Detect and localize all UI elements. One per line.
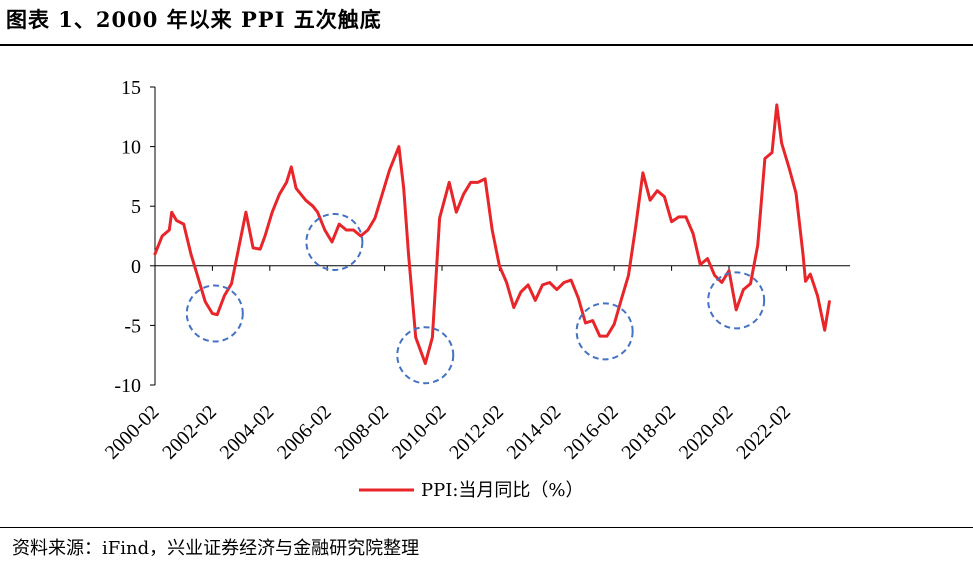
x-tick-label: 2016-02: [560, 401, 623, 464]
x-tick-label: 2010-02: [388, 401, 451, 464]
y-tick-label: -5: [124, 315, 141, 337]
title-underline: [0, 44, 973, 46]
series-line-ppi: [153, 103, 831, 365]
legend-label: PPI:当月同比（%）: [421, 480, 584, 501]
x-tick-label: 2006-02: [273, 401, 336, 464]
x-tick-label: 2018-02: [617, 401, 680, 464]
x-tick-label: 2008-02: [330, 401, 393, 464]
x-tick-label: 2004-02: [216, 401, 279, 464]
footer-rule: [0, 527, 973, 528]
y-tick-label: 10: [121, 137, 141, 159]
axes: [154, 87, 850, 385]
legend: PPI:当月同比（%）: [359, 480, 584, 501]
y-tick-label: -10: [114, 375, 141, 397]
ppi-line-chart: -10 -5 0 5 10 15 2000-022002-022004-022006-02…: [101, 77, 850, 501]
y-tick-label: 15: [121, 77, 141, 99]
trough-circle: [707, 271, 766, 330]
source-note: 资料来源：iFind，兴业证券经济与金融研究院整理: [12, 538, 420, 559]
y-tick-group: -10 -5 0 5 10 15: [114, 77, 155, 397]
x-tick-label: 2020-02: [675, 401, 738, 464]
x-tick-label: 2022-02: [732, 401, 795, 464]
y-tick-label: 0: [131, 256, 141, 278]
trough-circle: [396, 326, 455, 385]
annotation-group: [185, 212, 766, 385]
x-tick-label: 2002-02: [158, 401, 221, 464]
trough-circle: [185, 284, 244, 343]
trough-circle: [305, 212, 364, 271]
trough-circle: [575, 302, 634, 361]
x-tick-group: 2000-022002-022004-022006-022008-022010-…: [101, 265, 795, 464]
x-tick-label: 2000-02: [101, 401, 164, 464]
y-tick-label: 5: [131, 196, 141, 218]
x-tick-label: 2014-02: [503, 401, 566, 464]
chart-title: 图表 1、2000 年以来 PPI 五次触底: [6, 7, 382, 32]
x-tick-label: 2012-02: [445, 401, 508, 464]
